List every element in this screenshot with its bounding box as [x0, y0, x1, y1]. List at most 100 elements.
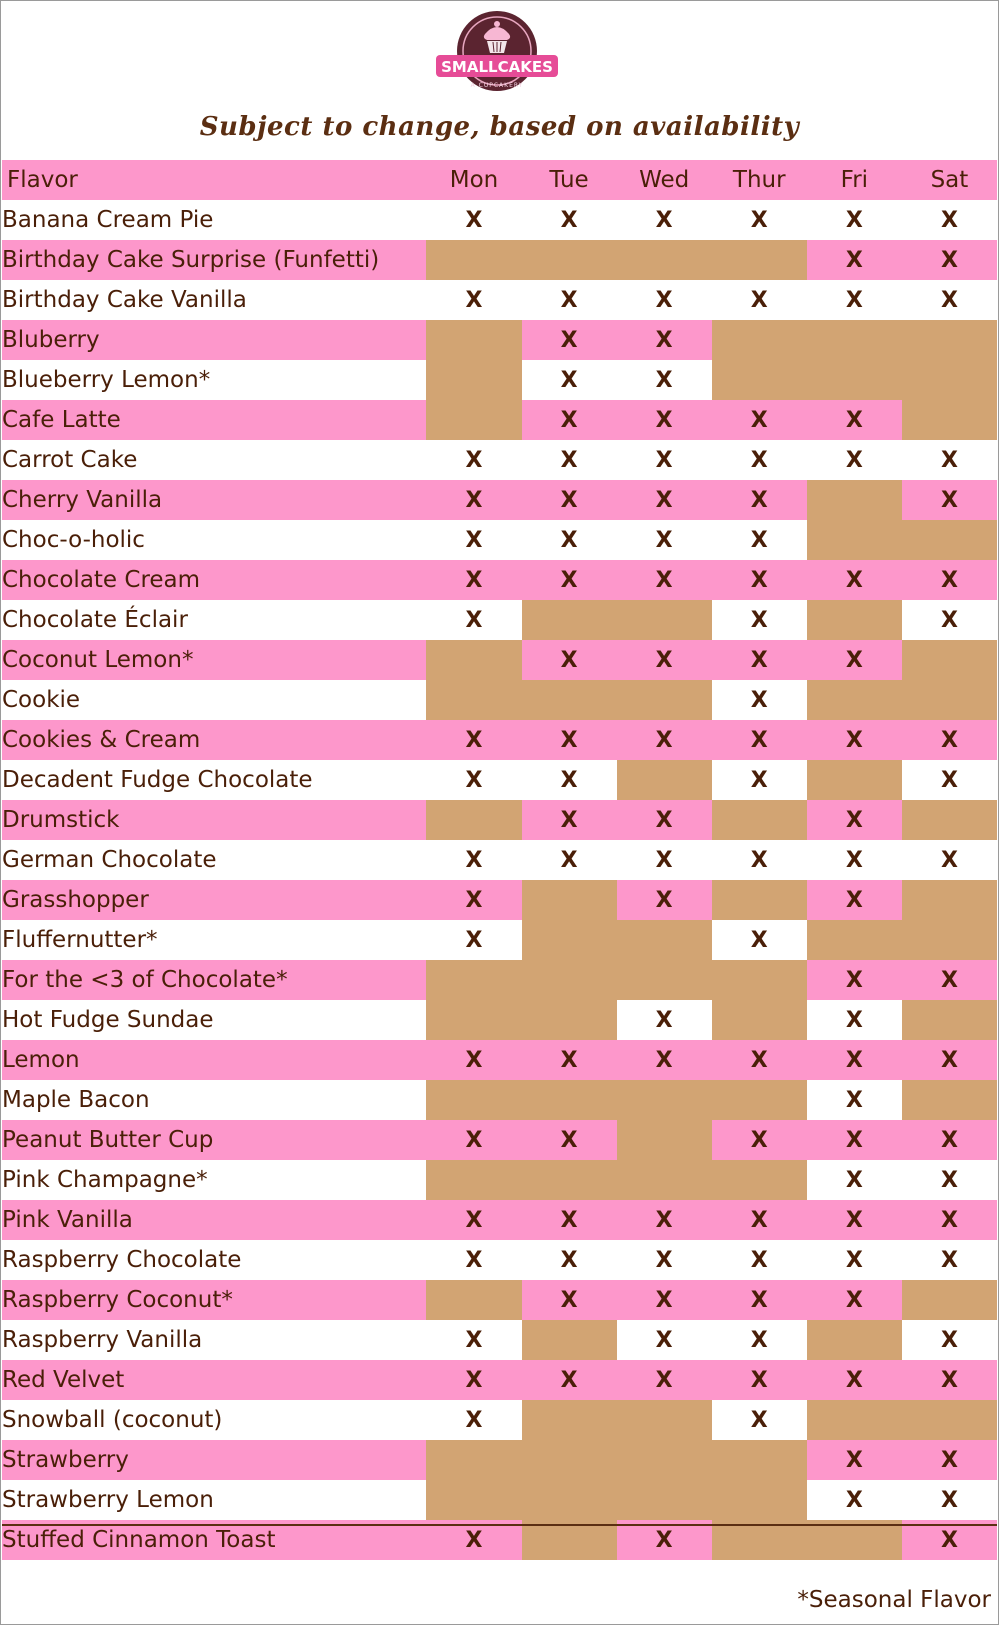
table-row: German Chocolate X X X X X X — [2, 840, 997, 880]
available-mark: X — [711, 1360, 807, 1400]
available-mark: X — [521, 360, 617, 400]
available-mark: X — [806, 640, 902, 680]
flavor-name: Cookie — [2, 680, 427, 720]
available-mark: X — [806, 400, 902, 440]
table-row: Pink Champagne* X X — [2, 1160, 997, 1200]
available-mark: X — [616, 1520, 712, 1560]
available-mark: X — [901, 1520, 997, 1560]
available-mark: X — [616, 1200, 712, 1240]
unavailable-cell — [901, 520, 997, 560]
available-mark: X — [711, 440, 807, 480]
unavailable-cell — [521, 600, 617, 640]
available-mark: X — [806, 1280, 902, 1320]
flavor-name: Raspberry Coconut* — [2, 1280, 427, 1320]
available-mark: X — [901, 1480, 997, 1520]
unavailable-cell — [426, 960, 522, 1000]
unavailable-cell — [521, 1320, 617, 1360]
available-mark: X — [616, 1240, 712, 1280]
available-mark: X — [901, 560, 997, 600]
available-mark: X — [616, 1320, 712, 1360]
available-mark: X — [521, 1200, 617, 1240]
unavailable-cell — [616, 920, 712, 960]
unavailable-cell — [806, 480, 902, 520]
available-mark: X — [616, 720, 712, 760]
available-mark: X — [711, 1240, 807, 1280]
available-mark: X — [711, 920, 807, 960]
available-mark: X — [711, 200, 807, 240]
unavailable-cell — [521, 680, 617, 720]
unavailable-cell — [901, 320, 997, 360]
available-mark: X — [901, 1240, 997, 1280]
header-wed: Wed — [616, 160, 712, 200]
available-mark: X — [901, 600, 997, 640]
unavailable-cell — [806, 760, 902, 800]
available-mark: X — [521, 280, 617, 320]
available-mark: X — [616, 840, 712, 880]
unavailable-cell — [521, 1440, 617, 1480]
flavor-name: Carrot Cake — [2, 440, 427, 480]
header-tue: Tue — [521, 160, 617, 200]
available-mark: X — [616, 800, 712, 840]
available-mark: X — [806, 1160, 902, 1200]
unavailable-cell — [901, 640, 997, 680]
available-mark: X — [426, 1120, 522, 1160]
available-mark: X — [616, 880, 712, 920]
available-mark: X — [901, 1320, 997, 1360]
unavailable-cell — [426, 1440, 522, 1480]
available-mark: X — [426, 600, 522, 640]
table-row: Lemon X X X X X X — [2, 1040, 997, 1080]
table-row: Chocolate Éclair X X X — [2, 600, 997, 640]
available-mark: X — [806, 1120, 902, 1160]
unavailable-cell — [901, 400, 997, 440]
available-mark: X — [616, 320, 712, 360]
table-row: Raspberry Chocolate X X X X X X — [2, 1240, 997, 1280]
available-mark: X — [901, 1040, 997, 1080]
flavor-name: Peanut Butter Cup — [2, 1120, 427, 1160]
available-mark: X — [901, 240, 997, 280]
flavor-name: Birthday Cake Surprise (Funfetti) — [2, 240, 427, 280]
available-mark: X — [806, 1200, 902, 1240]
table-row: Coconut Lemon* X X X X — [2, 640, 997, 680]
table-row: Cherry Vanilla X X X X X — [2, 480, 997, 520]
available-mark: X — [426, 880, 522, 920]
available-mark: X — [616, 480, 712, 520]
header-row: Flavor Mon Tue Wed Thur Fri Sat — [2, 160, 997, 200]
unavailable-cell — [806, 520, 902, 560]
flavor-name: Strawberry Lemon — [2, 1480, 427, 1520]
flavor-name: Cherry Vanilla — [2, 480, 427, 520]
unavailable-cell — [616, 1160, 712, 1200]
table-row: Chocolate Cream X X X X X X — [2, 560, 997, 600]
table-row: Birthday Cake Surprise (Funfetti) X X — [2, 240, 997, 280]
flavor-name: Choc-o-holic — [2, 520, 427, 560]
available-mark: X — [806, 1440, 902, 1480]
flavor-name: Lemon — [2, 1040, 427, 1080]
available-mark: X — [426, 1040, 522, 1080]
available-mark: X — [426, 1200, 522, 1240]
flavor-name: Raspberry Chocolate — [2, 1240, 427, 1280]
available-mark: X — [521, 440, 617, 480]
available-mark: X — [426, 1360, 522, 1400]
flavor-rows: Banana Cream Pie X X X X X X Birthday Cake Surp… — [2, 200, 997, 1560]
logo-name: SMALLCAKES — [441, 58, 553, 76]
smallcakes-logo: SMALLCAKES A CUPCAKERY — [436, 11, 558, 91]
available-mark: X — [806, 1080, 902, 1120]
available-mark: X — [901, 280, 997, 320]
available-mark: X — [521, 400, 617, 440]
flavor-name: Blueberry Lemon* — [2, 360, 427, 400]
unavailable-cell — [711, 1160, 807, 1200]
unavailable-cell — [711, 880, 807, 920]
available-mark: X — [426, 920, 522, 960]
unavailable-cell — [901, 680, 997, 720]
table-row: Birthday Cake Vanilla X X X X X X — [2, 280, 997, 320]
available-mark: X — [901, 1120, 997, 1160]
unavailable-cell — [521, 1400, 617, 1440]
unavailable-cell — [426, 1080, 522, 1120]
unavailable-cell — [521, 920, 617, 960]
table-row: Cookies & Cream X X X X X X — [2, 720, 997, 760]
flavor-name: Strawberry — [2, 1440, 427, 1480]
available-mark: X — [901, 440, 997, 480]
available-mark: X — [901, 840, 997, 880]
flavor-name: Bluberry — [2, 320, 427, 360]
flavor-name: Drumstick — [2, 800, 427, 840]
table-row: Cookie X — [2, 680, 997, 720]
